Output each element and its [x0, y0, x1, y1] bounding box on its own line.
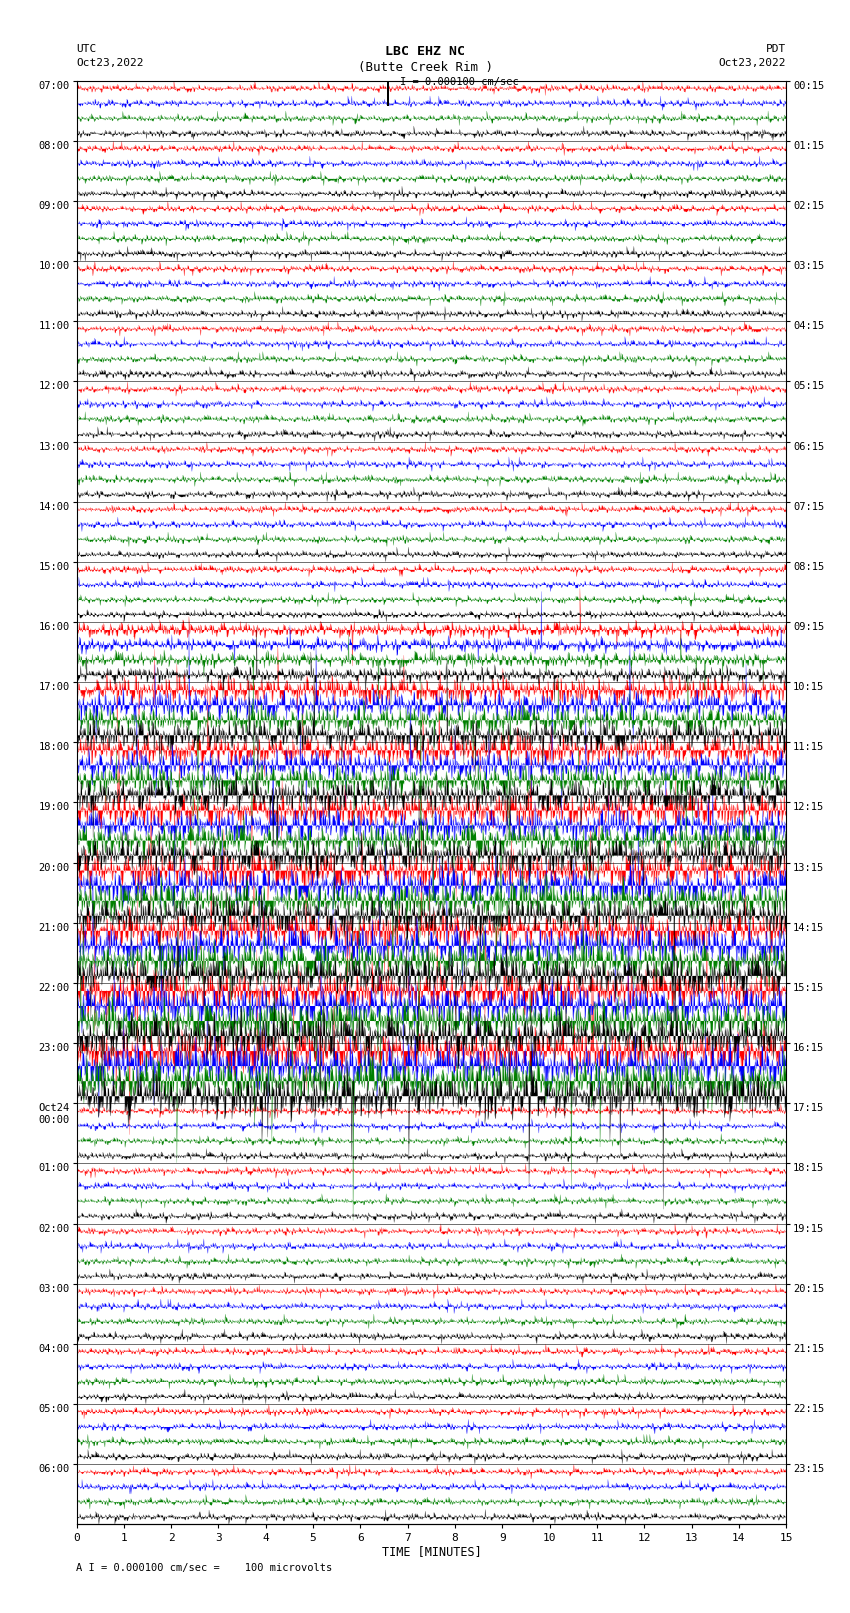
X-axis label: TIME [MINUTES]: TIME [MINUTES] [382, 1545, 481, 1558]
Text: PDT: PDT [766, 44, 786, 53]
Text: Oct23,2022: Oct23,2022 [719, 58, 786, 68]
Text: UTC: UTC [76, 44, 97, 53]
Text: (Butte Creek Rim ): (Butte Creek Rim ) [358, 61, 492, 74]
Text: Oct23,2022: Oct23,2022 [76, 58, 144, 68]
Text: I = 0.000100 cm/sec: I = 0.000100 cm/sec [400, 77, 518, 87]
Text: A I = 0.000100 cm/sec =    100 microvolts: A I = 0.000100 cm/sec = 100 microvolts [76, 1563, 332, 1573]
Text: LBC EHZ NC: LBC EHZ NC [385, 45, 465, 58]
